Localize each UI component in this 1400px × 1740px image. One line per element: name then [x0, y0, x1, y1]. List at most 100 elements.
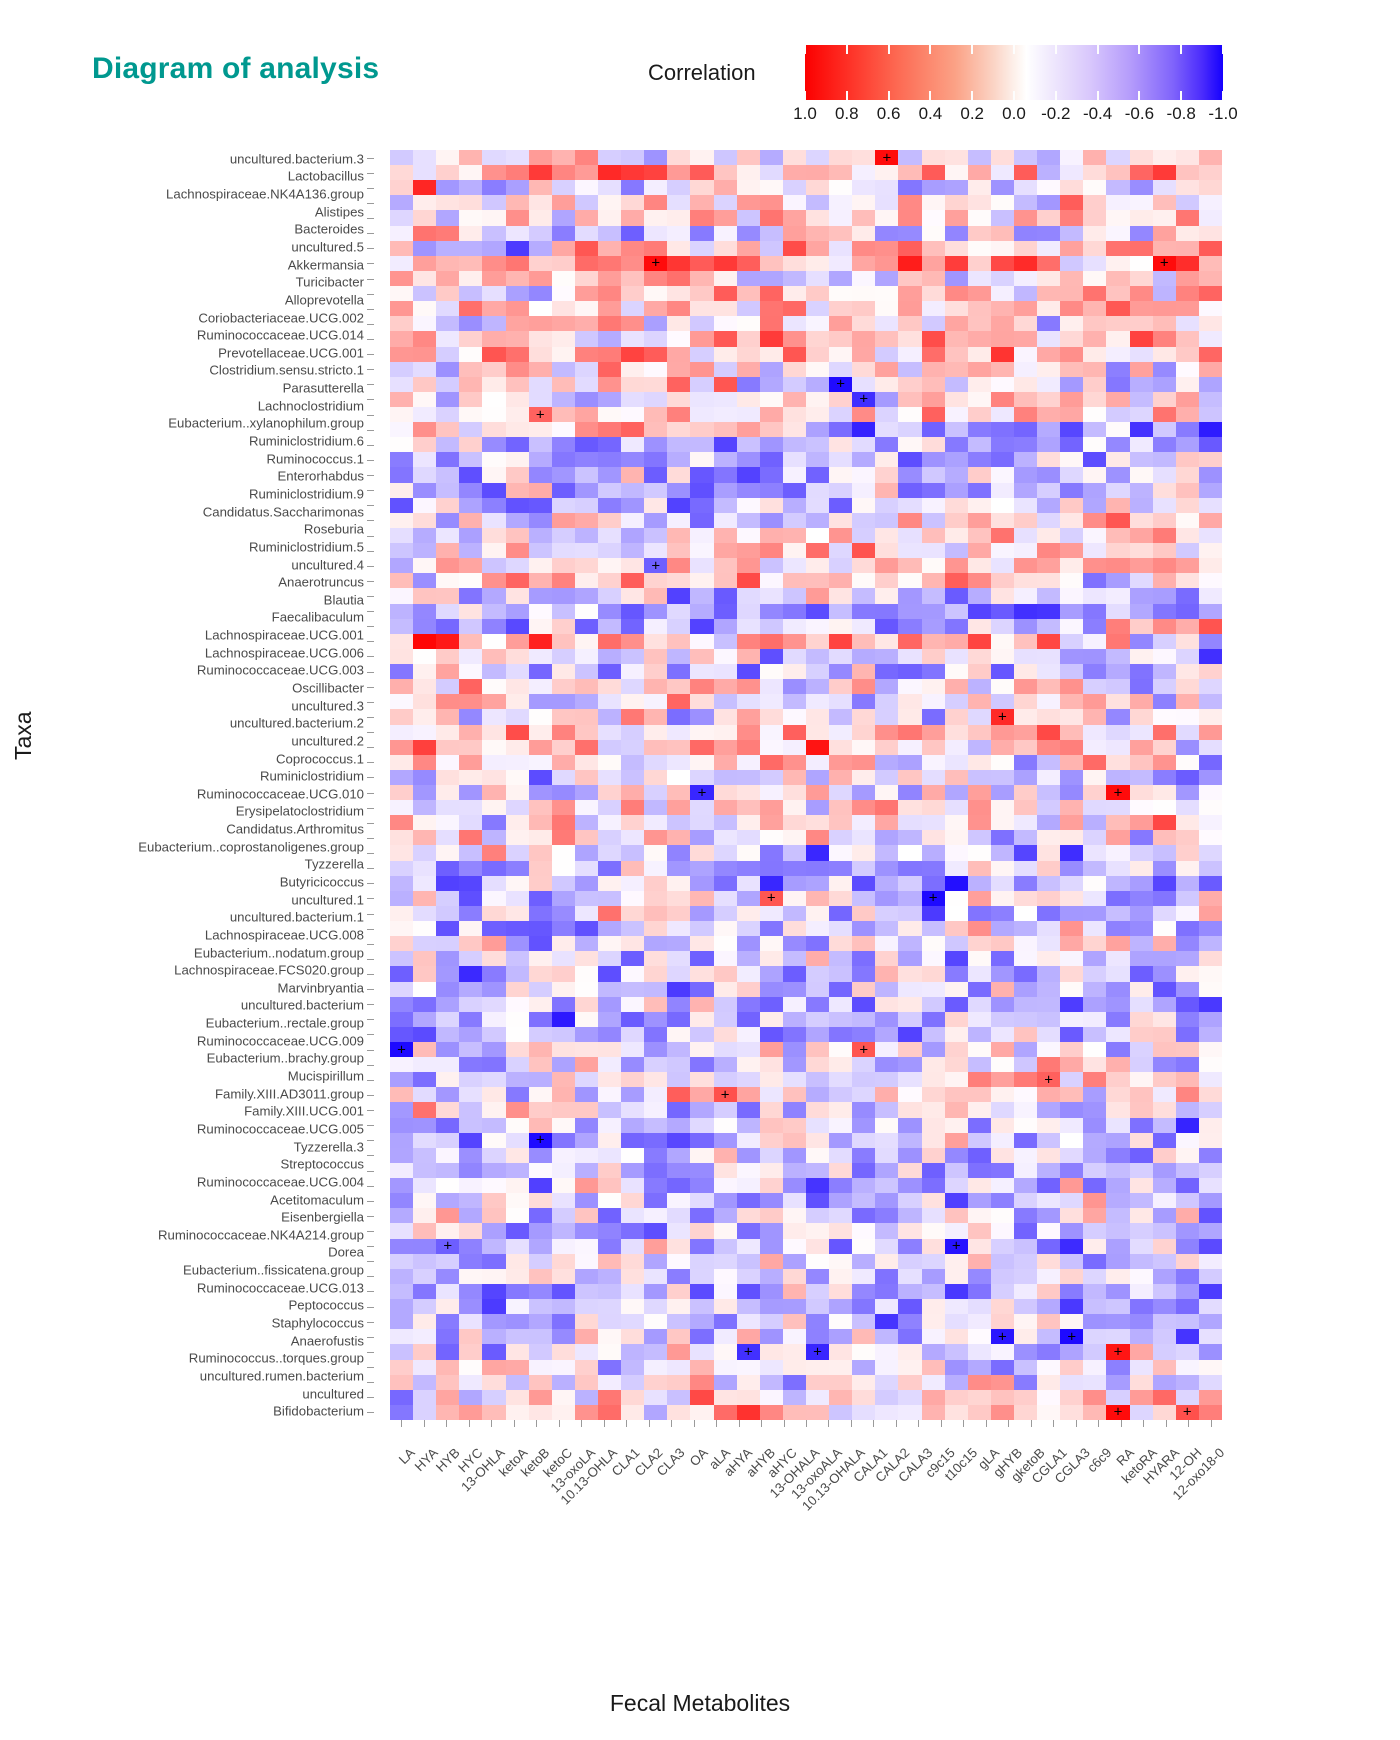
heatmap-cell: [667, 1329, 691, 1345]
heatmap-cell: [1129, 1223, 1153, 1239]
heatmap-cell: [852, 1102, 876, 1118]
heatmap-cell: [1175, 679, 1199, 695]
heatmap-cell: [852, 361, 876, 377]
heatmap-cell: [413, 1147, 437, 1163]
heatmap-cell: [852, 1253, 876, 1269]
heatmap-cell: [413, 830, 437, 846]
heatmap-cell: [459, 966, 483, 982]
heatmap-cell: [805, 467, 830, 483]
heatmap-cell: [1152, 709, 1176, 725]
heatmap-cell: [782, 437, 806, 453]
heatmap-cell: [898, 543, 922, 559]
heatmap-cell: [759, 815, 783, 831]
heatmap-cell: [621, 1374, 645, 1390]
heatmap-cell: [990, 921, 1014, 937]
heatmap-cell: [505, 739, 529, 755]
heatmap-cell: [1013, 1026, 1038, 1043]
heatmap-cell: [875, 648, 899, 665]
heatmap-cell: [551, 543, 575, 559]
heatmap-cell: [1013, 316, 1038, 332]
heatmap-cell: [1060, 1162, 1084, 1179]
heatmap-cell: [805, 482, 830, 498]
heatmap-cell: [436, 512, 460, 528]
heatmap-cell: [990, 769, 1014, 785]
heatmap-cell: [690, 905, 714, 922]
heatmap-cell: [436, 1057, 460, 1073]
heatmap-cell: +: [1106, 1404, 1130, 1420]
heatmap-cell: [1060, 860, 1084, 876]
heatmap-cell: [1037, 1011, 1061, 1027]
heatmap-cell: [782, 1374, 806, 1390]
heatmap-cell: [782, 784, 806, 801]
heatmap-cell: [1152, 1329, 1176, 1345]
heatmap-cell: [597, 648, 622, 665]
heatmap-cell: [1106, 845, 1130, 861]
heatmap-cell: [436, 573, 460, 589]
y-tick-label: Eubacterium..rectale.group: [205, 1015, 364, 1031]
heatmap-cell: [413, 618, 437, 634]
heatmap-cell: [459, 588, 483, 604]
heatmap-cell: [690, 527, 714, 544]
heatmap-cell: [713, 1238, 737, 1254]
heatmap-cell: [690, 1072, 714, 1088]
heatmap-cell: [713, 1026, 737, 1043]
heatmap-cell: [482, 694, 506, 710]
heatmap-cell: [898, 301, 922, 317]
heatmap-cell: [1060, 921, 1084, 937]
heatmap-cell: [852, 165, 876, 181]
heatmap-cell: [944, 1374, 968, 1390]
heatmap-cell: [898, 165, 922, 181]
significance-marker: +: [836, 375, 846, 393]
heatmap-cell: [875, 1253, 899, 1269]
heatmap-cell: [1037, 1087, 1061, 1103]
heatmap-cell: [436, 301, 460, 317]
heatmap-cell: [782, 951, 806, 967]
heatmap-cell: [597, 875, 622, 891]
heatmap-cell: [436, 618, 460, 634]
heatmap-cell: [528, 694, 552, 710]
heatmap-cell: [713, 180, 737, 196]
heatmap-cell: [574, 588, 598, 604]
heatmap-cell: [413, 316, 437, 332]
heatmap-cell: [459, 1253, 483, 1269]
heatmap-cell: [1175, 1283, 1199, 1300]
heatmap-cell: [413, 1299, 437, 1315]
heatmap-cell: [875, 845, 899, 861]
heatmap-cell: [1106, 1223, 1130, 1239]
heatmap-cell: [1198, 694, 1222, 710]
heatmap-cell: [505, 679, 529, 695]
heatmap-cell: [1060, 830, 1084, 846]
heatmap-cell: [1198, 165, 1222, 181]
x-tick-mark: [581, 1420, 583, 1427]
heatmap-cell: [597, 558, 622, 574]
heatmap-cell: [875, 1057, 899, 1073]
heatmap-cell: [436, 1344, 460, 1360]
heatmap-cell: [782, 1268, 806, 1284]
heatmap-cell: [1175, 1102, 1199, 1118]
heatmap-cell: [1106, 376, 1130, 392]
heatmap-cell: [805, 739, 830, 755]
heatmap-cell: [1129, 905, 1153, 922]
heatmap-cell: [782, 1299, 806, 1315]
heatmap-cell: [852, 890, 876, 906]
heatmap-cell: [1060, 422, 1084, 438]
y-tick-mark: [367, 308, 374, 310]
heatmap-cell: [898, 1178, 922, 1194]
heatmap-cell: [459, 936, 483, 952]
heatmap-cell: [759, 240, 783, 256]
y-tick-mark: [367, 263, 374, 265]
heatmap-cell: [713, 391, 737, 408]
heatmap-cell: [551, 875, 575, 891]
heatmap-cell: [690, 165, 714, 181]
heatmap-cell: [1175, 467, 1199, 483]
heatmap-cell: [390, 391, 414, 408]
heatmap-cell: [1106, 1299, 1130, 1315]
heatmap-cell: [713, 361, 737, 377]
heatmap-cell: [990, 1057, 1014, 1073]
heatmap-cell: [667, 527, 691, 544]
heatmap-cell: [667, 1011, 691, 1027]
heatmap-cell: [528, 1283, 552, 1300]
heatmap-cell: [990, 210, 1014, 226]
heatmap-cell: [390, 966, 414, 982]
heatmap-cell: [644, 543, 668, 559]
